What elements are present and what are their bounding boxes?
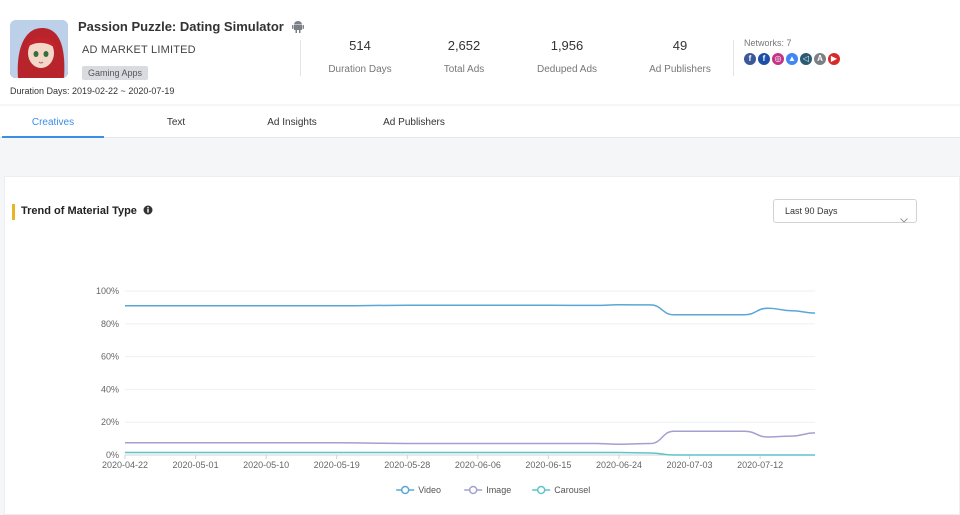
series-line-image	[125, 430, 816, 446]
y-tick-label: 0%	[106, 450, 119, 460]
stat-duration-days: 514 Duration Days	[305, 38, 415, 75]
x-tick-label: 2020-07-12	[737, 460, 783, 470]
tab-creatives[interactable]: Creatives	[2, 106, 104, 138]
panel-title-accent	[12, 204, 15, 220]
stat-label: Deduped Ads	[536, 64, 598, 75]
stat-label: Duration Days	[328, 64, 392, 75]
networks-label: Networks: 7	[744, 38, 792, 48]
x-tick-label: 2020-05-28	[384, 460, 430, 470]
y-tick-label: 20%	[101, 417, 119, 427]
publisher-name[interactable]: AD MARKET LIMITED	[82, 44, 196, 56]
panel-title: Trend of Material Type	[21, 205, 153, 218]
x-tick-label: 2020-05-01	[173, 460, 219, 470]
legend-swatch-marker	[400, 485, 410, 495]
series-line-video	[124, 304, 816, 316]
stat-value: 2,652	[447, 38, 481, 53]
admob-icon[interactable]: ▲	[786, 53, 798, 65]
stat-value: 514	[349, 38, 371, 53]
y-tick-label: 80%	[101, 319, 119, 329]
duration-range: Duration Days: 2019-02-22 ~ 2020-07-19	[10, 86, 175, 96]
x-tick-label: 2020-06-15	[525, 460, 571, 470]
header-divider	[733, 40, 734, 76]
tab-text[interactable]: Text	[166, 117, 186, 128]
x-tick-label: 2020-05-19	[314, 460, 360, 470]
y-tick-label: 100%	[96, 286, 119, 296]
y-tick-label: 40%	[101, 384, 119, 394]
stat-value: 49	[672, 38, 688, 53]
x-tick-label: 2020-07-03	[667, 460, 713, 470]
app-title-text: Passion Puzzle: Dating Simulator	[78, 19, 284, 34]
instagram-icon[interactable]: ◎	[772, 53, 784, 65]
stat-value: 1,956	[550, 38, 584, 53]
x-tick-label: 2020-05-10	[243, 460, 289, 470]
legend-swatch-marker	[468, 485, 478, 495]
youtube-icon[interactable]: ▶	[828, 53, 840, 65]
app-icon-artwork	[10, 20, 68, 78]
legend-label-carousel: Carousel	[554, 485, 590, 495]
info-icon[interactable]	[143, 205, 153, 218]
facebook-icon[interactable]: f	[758, 53, 770, 65]
stat-deduped-ads: 1,956 Deduped Ads	[512, 38, 622, 75]
legend-label-video: Video	[418, 485, 441, 495]
date-range-value: Last 90 Days	[785, 206, 838, 216]
app-header: Passion Puzzle: Dating Simulator AD MARK…	[0, 0, 960, 104]
x-tick-label: 2020-04-22	[102, 460, 148, 470]
tab-ad-insights[interactable]: Ad Insights	[267, 117, 317, 128]
x-tick-label: 2020-06-24	[596, 460, 642, 470]
legend-label-image: Image	[486, 485, 511, 495]
appstore-icon[interactable]: A	[814, 53, 826, 65]
network-icons: f f ◎ ▲ ◁ A ▶	[744, 53, 840, 65]
trend-panel	[4, 176, 960, 515]
series-line-carousel	[125, 451, 815, 456]
unity-icon[interactable]: ◁	[800, 53, 812, 65]
stat-ad-publishers: 49 Ad Publishers	[625, 38, 735, 75]
y-tick-label: 60%	[101, 352, 119, 362]
app-title: Passion Puzzle: Dating Simulator	[78, 19, 304, 36]
date-range-select[interactable]: Last 90 Days	[773, 199, 917, 223]
x-tick-label: 2020-06-06	[455, 460, 501, 470]
header-divider	[300, 40, 301, 76]
chevron-down-icon	[900, 209, 908, 231]
legend-swatch-marker	[536, 485, 546, 495]
facebook-icon[interactable]: f	[744, 53, 756, 65]
stat-total-ads: 2,652 Total Ads	[409, 38, 519, 75]
app-icon[interactable]	[10, 20, 68, 78]
stat-label: Total Ads	[443, 64, 485, 75]
category-badge: Gaming Apps	[82, 66, 149, 80]
stat-label: Ad Publishers	[649, 64, 711, 75]
tab-bar: Creatives Text Ad Insights Ad Publishers	[0, 106, 960, 138]
tab-ad-publishers[interactable]: Ad Publishers	[383, 117, 445, 128]
panel-title-text: Trend of Material Type	[21, 205, 137, 217]
android-icon	[291, 20, 304, 36]
